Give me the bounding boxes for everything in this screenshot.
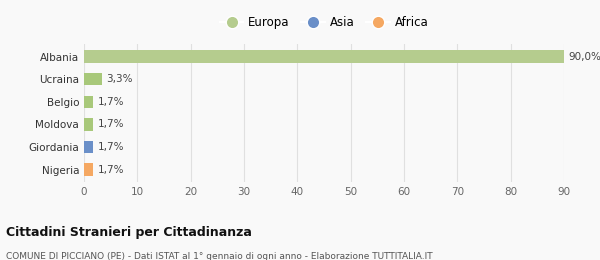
Bar xyxy=(84,73,101,86)
Text: 90,0%: 90,0% xyxy=(568,52,600,62)
Bar xyxy=(84,118,93,131)
Bar xyxy=(84,50,564,63)
Text: Cittadini Stranieri per Cittadinanza: Cittadini Stranieri per Cittadinanza xyxy=(6,226,252,239)
Legend: Europa, Asia, Africa: Europa, Asia, Africa xyxy=(215,11,433,34)
Bar xyxy=(84,163,93,176)
Bar xyxy=(84,141,93,153)
Text: 1,7%: 1,7% xyxy=(97,119,124,129)
Text: 3,3%: 3,3% xyxy=(106,74,133,84)
Text: 1,7%: 1,7% xyxy=(97,97,124,107)
Text: 1,7%: 1,7% xyxy=(97,142,124,152)
Bar xyxy=(84,96,93,108)
Text: 1,7%: 1,7% xyxy=(97,165,124,174)
Text: COMUNE DI PICCIANO (PE) - Dati ISTAT al 1° gennaio di ogni anno - Elaborazione T: COMUNE DI PICCIANO (PE) - Dati ISTAT al … xyxy=(6,252,433,260)
